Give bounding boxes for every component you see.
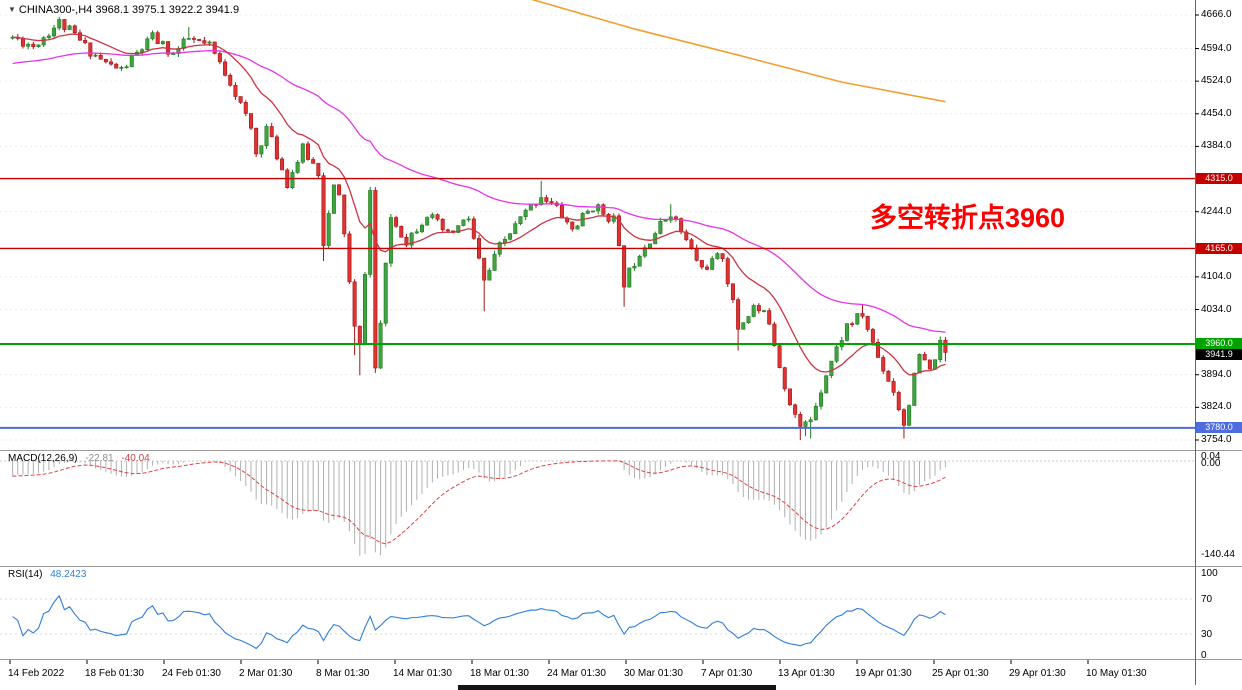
time-axis-label: 8 Mar 01:30 [316,668,370,679]
rsi-axis-label: 30 [1201,628,1213,640]
price-axis-label: 4104.0 [1201,270,1232,282]
time-axis-label: 18 Feb 01:30 [85,668,144,679]
time-axis-label: 30 Mar 01:30 [624,668,683,679]
rsi-name: RSI(14) [8,569,43,580]
price-line-badge: 3960.0 [1196,338,1242,350]
rsi-axis-label: 70 [1201,594,1213,606]
time-axis-label: 29 Apr 01:30 [1009,668,1066,679]
price-axis-label: 4594.0 [1201,42,1232,54]
rsi-value: 48.2423 [50,569,87,580]
price-axis-ticks [1195,14,1199,441]
annotation-text: 多空转折点3960 [870,203,1066,233]
time-axis-label: 7 Apr 01:30 [701,668,753,679]
price-axis-label: 4454.0 [1201,107,1232,119]
expand-triangle-icon[interactable]: ▼ [8,5,16,14]
price-axis-label: 4666.0 [1201,9,1232,20]
price-line-badge: 3780.0 [1196,422,1242,434]
ma-fast-line [12,33,946,376]
price-axis-label: 4524.0 [1201,75,1232,87]
rsi-line [12,594,946,650]
time-axis-label: 13 Apr 01:30 [778,668,835,679]
chart-ohlc-readout: ▼ CHINA300-,H4 3968.1 3975.1 3922.2 3941.… [8,4,239,16]
ma-long-line [530,0,946,103]
price-axis-label: 3824.0 [1201,401,1232,413]
time-axis-label: 24 Mar 01:30 [547,668,606,679]
macd-signal-line [12,460,946,545]
rsi-axis-label: 100 [1201,568,1218,579]
time-axis-label: 24 Feb 01:30 [162,668,221,679]
time-axis-label: 25 Apr 01:30 [932,668,989,679]
ohlc-values: 3968.1 3975.1 3922.2 3941.9 [95,4,240,16]
price-axis-label: 4034.0 [1201,303,1232,315]
candlestick-series [10,16,948,440]
rsi-panel-label: RSI(14) 48.2423 [8,569,86,580]
macd-panel-label: MACD(12,26,9) -22.81 -40.04 [8,453,150,464]
macd-histogram [12,460,946,556]
price-line-badge: 4165.0 [1196,242,1242,254]
time-axis-label: 18 Mar 01:30 [470,668,529,679]
symbol-timeframe-label: CHINA300-,H4 [18,4,93,16]
time-axis-label: 14 Mar 01:30 [393,668,452,679]
price-axis[interactable] [1196,0,1242,450]
price-axis-label: 3754.0 [1201,433,1232,445]
price-axis-label: 4384.0 [1201,140,1232,152]
macd-signal-value: -40.04 [121,453,150,464]
time-axis-label: 14 Feb 2022 [8,668,65,679]
time-axis-label: 10 May 01:30 [1086,668,1147,679]
macd-axis-bottom: -140.44 [1201,549,1235,560]
price-axis-label: 4244.0 [1201,205,1232,217]
ma-slow-line [12,49,946,333]
current-price-badge: 3941.9 [1196,349,1242,361]
rsi-axis-label: 0 [1201,650,1207,661]
macd-main-value: -22.81 [85,453,114,464]
horizontal-level-lines[interactable] [0,177,1195,429]
time-axis-ticks [9,660,1089,664]
time-axis-label: 2 Mar 01:30 [239,668,293,679]
macd-axis-top: 0.04 [1201,451,1221,462]
macd-name: MACD(12,26,9) [8,453,78,464]
taskbar-fragment [458,685,776,690]
time-axis-label: 19 Apr 01:30 [855,668,912,679]
price-line-badge: 4315.0 [1196,173,1242,185]
macd-axis-zero: 0.00 [1201,458,1221,469]
price-axis-label: 3894.0 [1201,368,1232,380]
price-gridlines [0,14,1195,441]
